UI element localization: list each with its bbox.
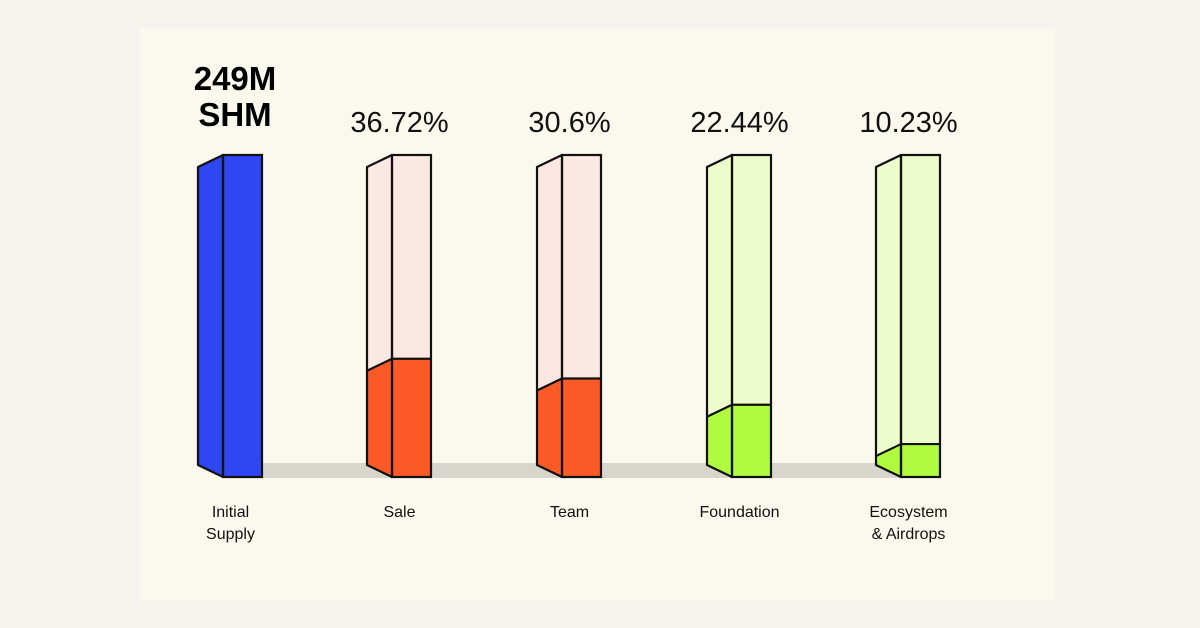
bar-front-outline-foundation [730, 153, 773, 479]
bar-front-outline-initial-supply [221, 153, 264, 479]
category-label-foundation: Foundation [699, 504, 779, 521]
data-label-sale: 36.72% [350, 107, 448, 139]
bar-ecosystem-airdrops [901, 444, 940, 477]
bar-side-empty-ecosystem-airdrops [876, 155, 901, 477]
bar-side-fill-team [537, 378, 562, 477]
bar-side-fill-ecosystem-airdrops [876, 444, 901, 477]
category-label-team: Team [550, 504, 589, 521]
category-label-initial-supply-line-2: Supply [206, 526, 255, 543]
bar-foundation [732, 404, 771, 477]
data-label-team: 30.6% [528, 107, 610, 139]
category-label-ecosystem-airdrops-line-1: Ecosystem [869, 504, 947, 521]
total-supply-label-line-1: 249M [194, 60, 277, 97]
bar-fill-level-line-foundation [706, 403, 771, 418]
bar-fill-level-line-sale [366, 357, 431, 372]
total-supply-label-line-2: SHM [198, 96, 271, 133]
bar-side-fill-foundation [707, 404, 732, 477]
bar-side-fill-initial-supply [198, 155, 223, 477]
bar-side-fill-sale [367, 358, 392, 477]
bar-sale [392, 358, 431, 477]
bar-front-outline-team [560, 153, 603, 479]
data-label-ecosystem-airdrops: 10.23% [859, 107, 957, 139]
bar-team [562, 378, 601, 477]
bar-initial-supply [223, 155, 262, 477]
bar-side-empty-foundation [707, 155, 732, 477]
bar-front-empty-ecosystem-airdrops [901, 155, 940, 477]
bar-front-outline-sale [390, 153, 433, 479]
category-label-sale: Sale [383, 504, 415, 521]
category-label-ecosystem-airdrops-line-2: & Airdrops [872, 526, 946, 543]
data-label-foundation: 22.44% [690, 107, 788, 139]
bar-fill-level-line-ecosystem-airdrops [875, 442, 940, 458]
bar-front-outline-ecosystem-airdrops [899, 153, 942, 479]
category-label-initial-supply-line-1: Initial [212, 504, 249, 521]
bar-fill-level-line-team [536, 377, 601, 392]
